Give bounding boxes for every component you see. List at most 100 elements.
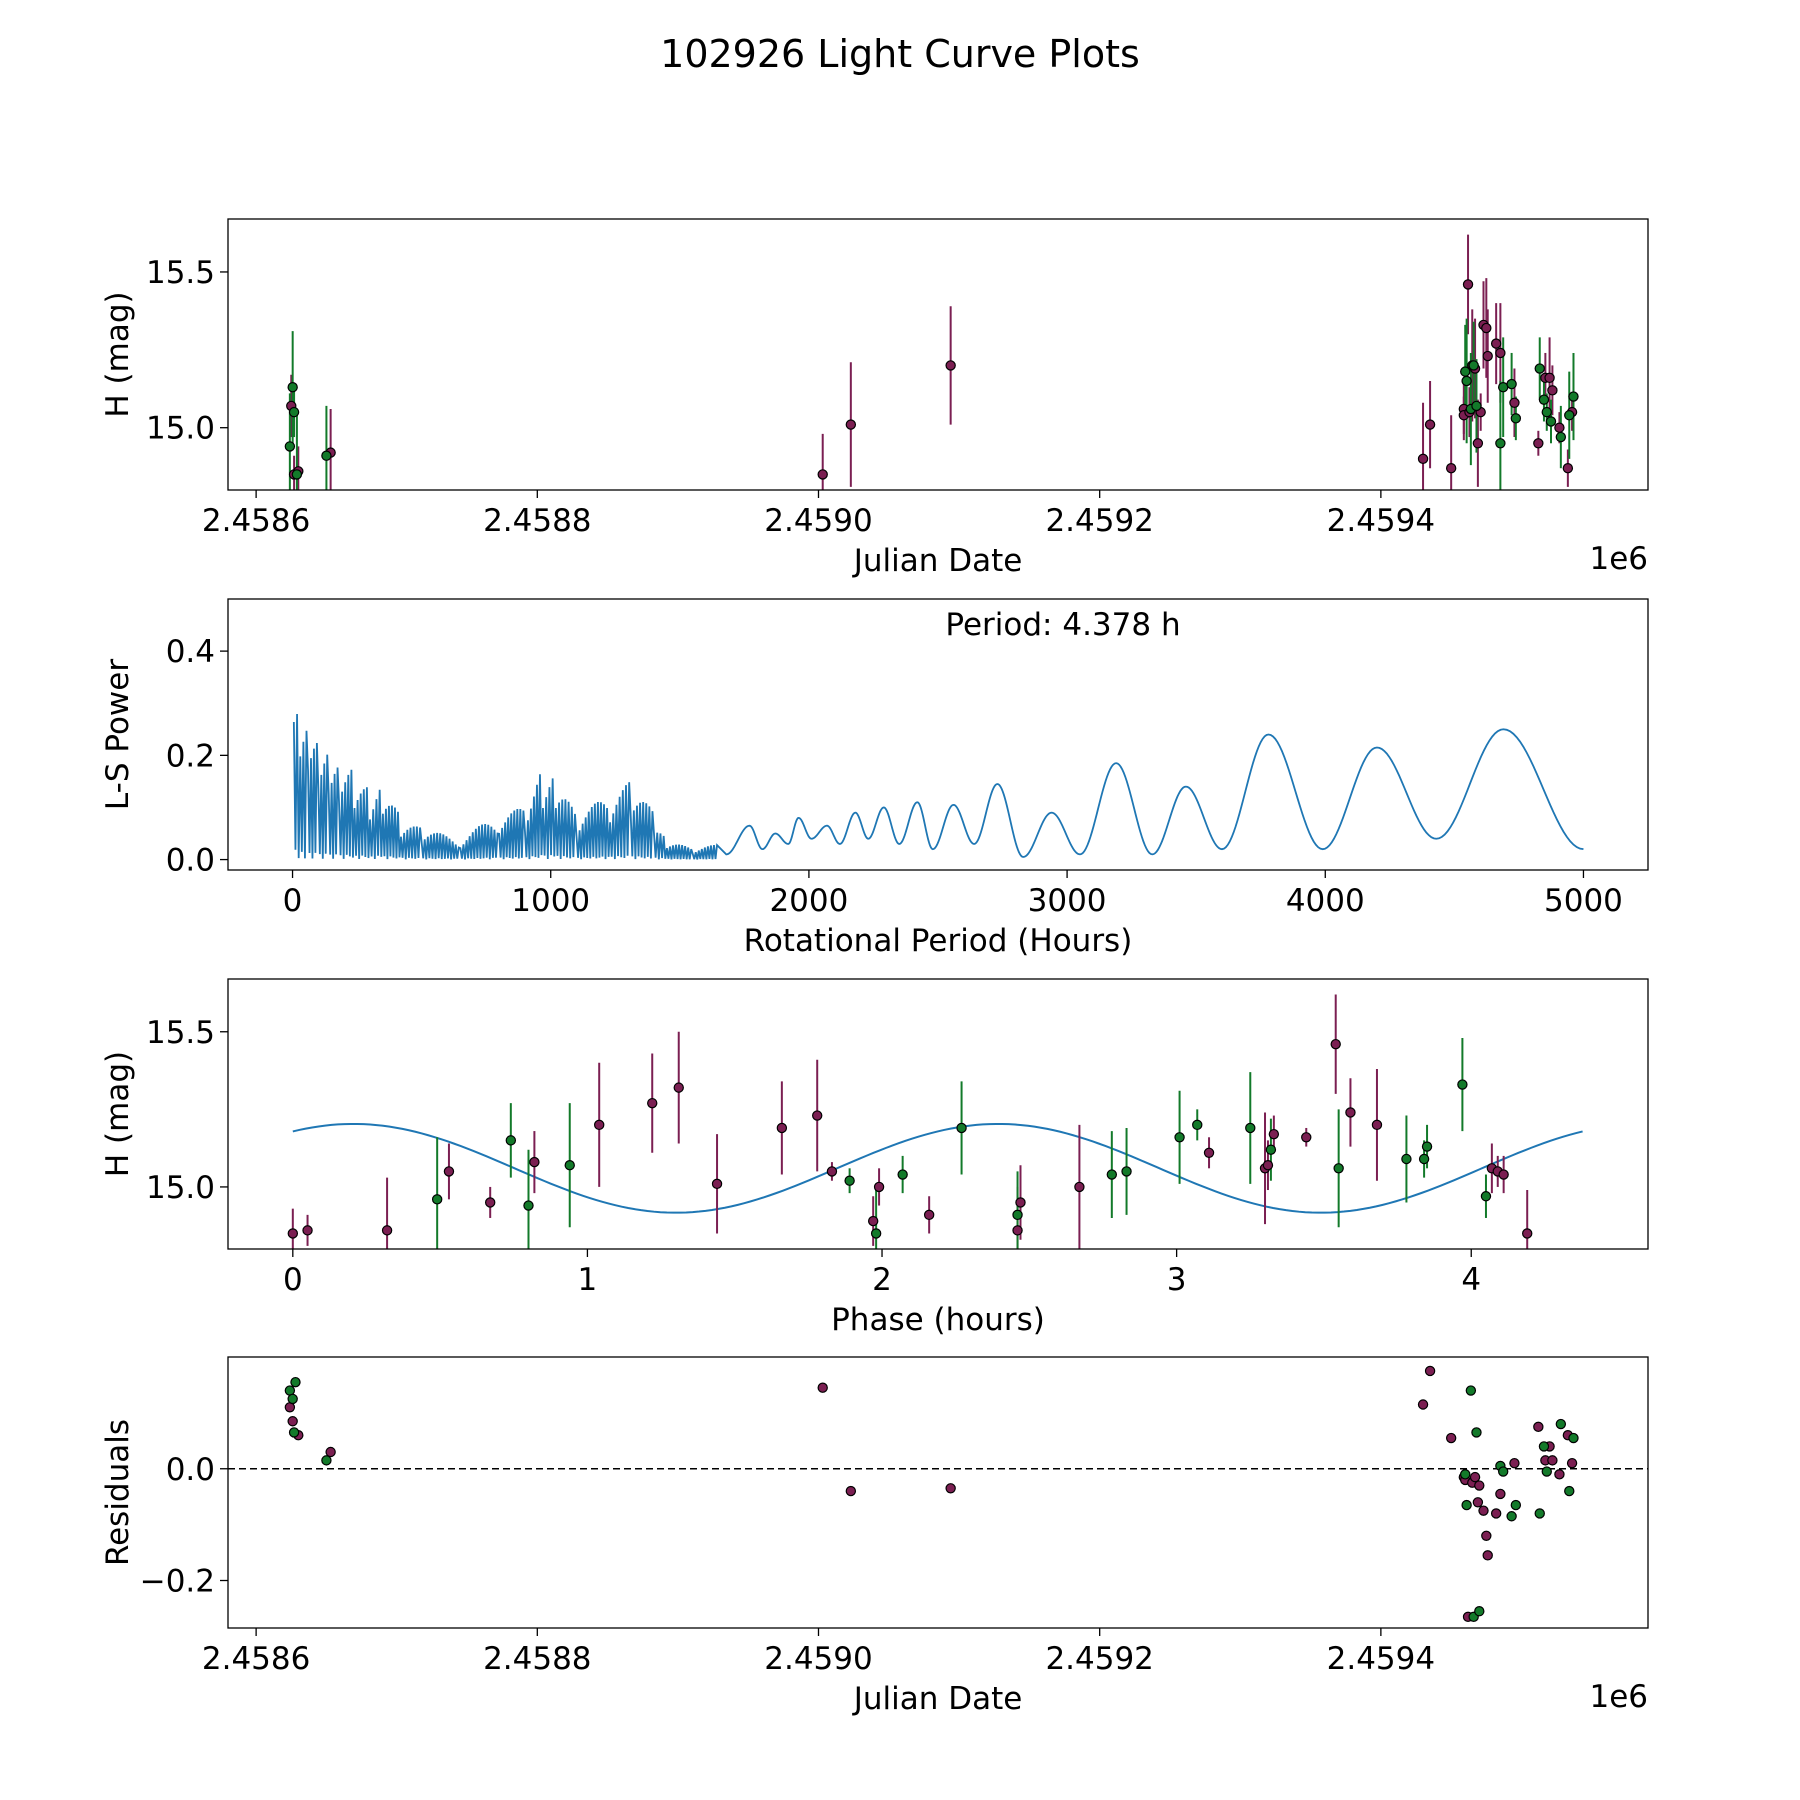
data-point-r [1509,1457,1520,1469]
data-point-g [1245,1122,1256,1134]
data-point-r [287,1228,299,1239]
data-point-g [1465,1385,1477,1396]
data-point-r [647,1097,658,1109]
data-point-g [1192,1119,1203,1131]
data-point-g [431,1194,443,1205]
y-tick-label: 0.0 [166,843,215,879]
x-tick-label: 2.4588 [483,1641,591,1677]
axes-frame [227,978,1649,1250]
data-point-r [673,1082,684,1093]
data-point-r [529,1156,540,1168]
data-point-r [1474,1480,1485,1491]
periodogram-line [292,714,1584,860]
y-axis-label: H (mag) [100,291,136,417]
data-point-r [867,1215,879,1227]
data-point-g [321,450,332,461]
data-point-r [1074,1181,1085,1193]
data-point-r [1462,279,1474,290]
data-point-g [1174,1132,1185,1143]
data-point-r [1482,350,1493,362]
data-point-g [564,1160,575,1171]
data-point-g [1461,1499,1472,1511]
axes-frame [227,1356,1649,1629]
data-point-r [287,1416,298,1427]
data-point-r [1445,1432,1457,1444]
period-annotation: Period: 4.378 h [945,607,1180,643]
data-point-r [443,1166,455,1177]
data-point-r [1472,1497,1484,1508]
data-point-g [523,1200,534,1211]
y-tick-label: 15.0 [146,1170,215,1206]
data-point-r [1472,438,1484,449]
x-tick-label: 2.4594 [1327,1641,1435,1677]
data-point-g [287,382,298,393]
x-axis-label: Julian Date [852,1681,1023,1717]
data-point-r [923,1209,935,1221]
data-point-g [288,406,300,418]
y-axis-label: Residuals [100,1419,136,1566]
data-point-r [1417,453,1429,465]
data-point-g [1510,413,1522,424]
data-point-r [1533,438,1544,449]
data-point-r [1554,1469,1565,1480]
data-point-g [1538,394,1550,405]
model-fit-line [292,1122,1583,1214]
data-point-g [1457,1079,1468,1090]
data-point-g [1555,431,1567,443]
data-point-g [287,1393,298,1405]
panels: 2.4586 2.4588 2.4590 2.4592 2.4594 15.0 15.5 Ju… [100,218,1649,1717]
y-axis-label: H (mag) [100,1051,136,1177]
x-axis-label: Rotational Period (Hours) [744,923,1133,959]
data-point-g [284,441,296,452]
panel-light-curve: 2.4586 2.4588 2.4590 2.4592 2.4594 15.0 15.5 Ju… [100,218,1649,579]
data-point-r [1566,1457,1578,1469]
data-point-g [1545,416,1557,427]
y-tick-label: 15.5 [146,255,215,291]
data-point-g [1460,366,1471,377]
data-point-r [1544,372,1555,384]
data-point-r [1417,1399,1429,1410]
data-point-r [812,1110,823,1121]
data-point-r [845,419,857,430]
x-axis-label: Phase (hours) [831,1302,1045,1338]
data-point-r [1495,347,1506,359]
data-point-g [288,1427,300,1438]
data-point-g [897,1169,908,1180]
x-offset-text: 1e6 [1589,1679,1648,1715]
data-point-r [1509,397,1520,408]
y-axis-label: L-S Power [100,659,136,810]
data-point-g [1418,1153,1430,1165]
data-point-r [594,1119,605,1131]
data-point-g [1471,400,1482,412]
x-axis-label: Julian Date [852,543,1023,579]
x-tick-label: 2.4590 [764,1641,872,1677]
data-point-g [1534,363,1545,374]
x-tick-label: 3000 [1028,883,1107,919]
plot-area [284,234,1579,490]
data-point-r [873,1181,885,1193]
y-tick-label: 0.0 [166,1452,215,1488]
x-tick-label: 2.4592 [1045,1641,1153,1677]
data-point-g [1568,391,1579,402]
data-point-r [302,1225,313,1236]
data-point-r [1469,1471,1481,1483]
data-point-g [505,1135,517,1146]
data-point-r [1562,462,1574,474]
figure-title: 102926 Light Curve Plots [660,32,1140,76]
data-point-r [1268,1128,1280,1140]
data-point-g [1538,1441,1550,1452]
data-point-g [1333,1163,1344,1174]
data-point-g [956,1122,967,1134]
panel-periodogram: 0 1000 2000 3000 4000 5000 0.0 0.2 0.4 Rotational… [100,598,1649,959]
y-tick-label: 15.0 [146,411,215,447]
data-point-r [1490,338,1502,349]
x-tick-label: 2000 [769,883,848,919]
data-point-r [381,1225,393,1236]
data-point-r [1481,322,1492,334]
x-tick-label: 2.4586 [202,503,310,539]
y-tick-label: 0.2 [166,738,215,774]
data-point-g [1121,1166,1132,1177]
data-point-g [1568,1432,1579,1444]
data-point-r [1203,1147,1215,1158]
